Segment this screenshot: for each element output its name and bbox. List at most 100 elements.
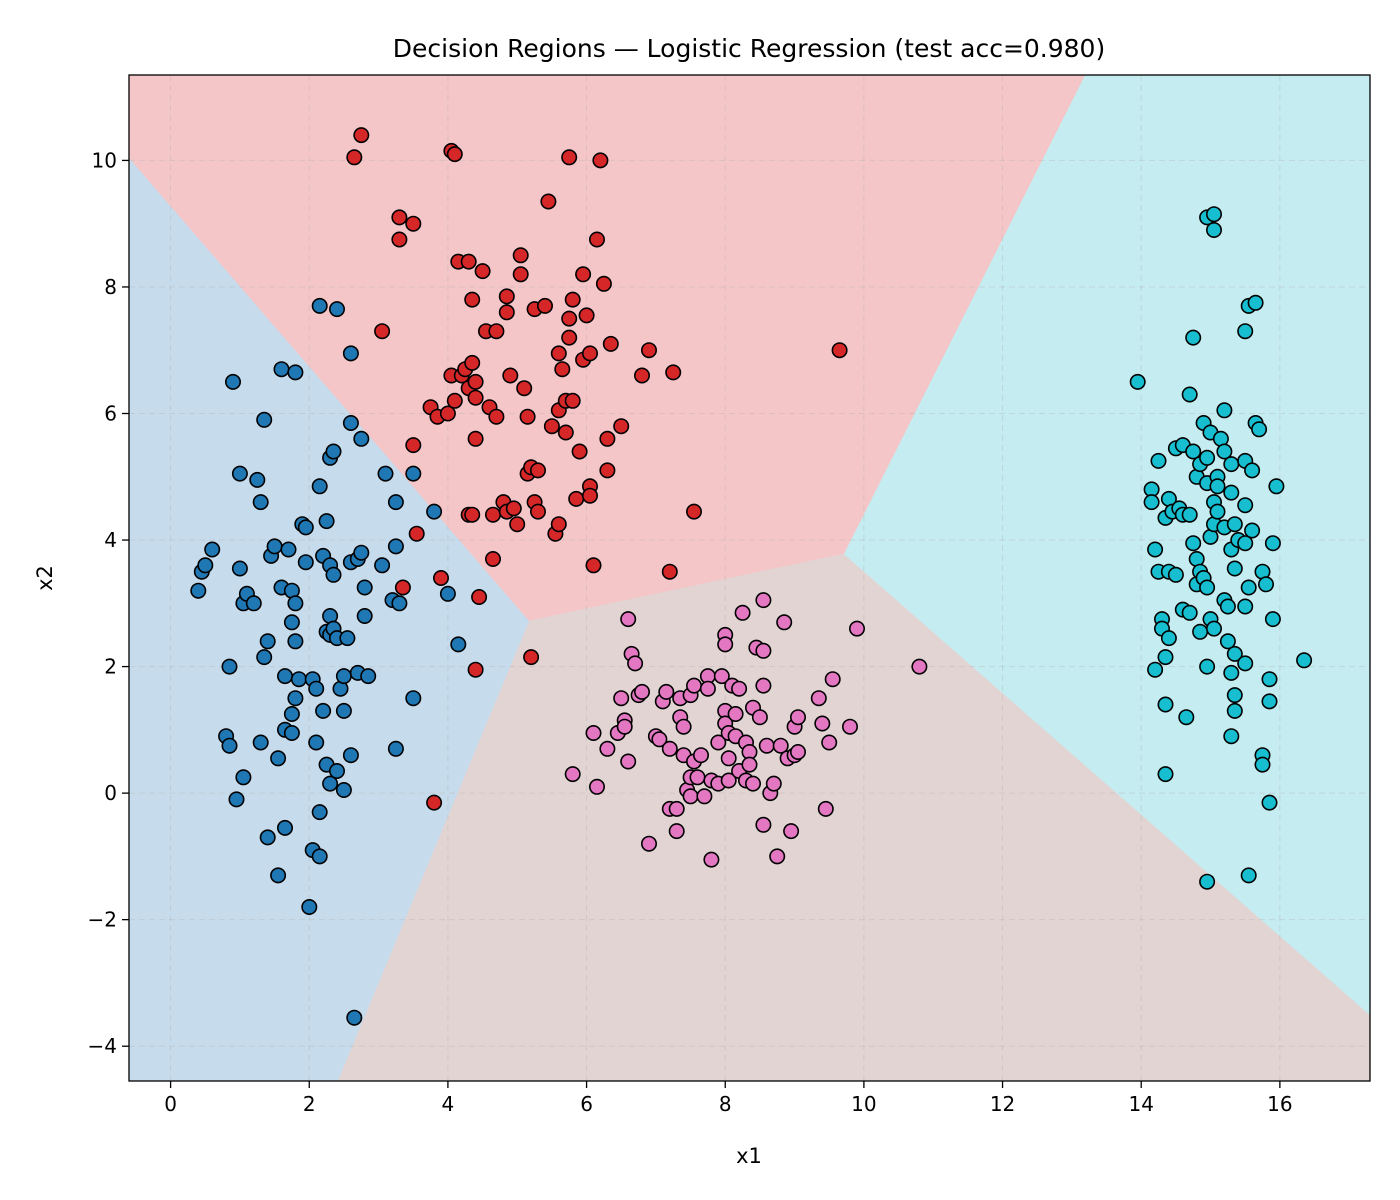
- data-point: [731, 680, 748, 697]
- data-point: [335, 668, 352, 685]
- data-point: [301, 898, 318, 915]
- data-point: [322, 775, 339, 792]
- data-point: [308, 734, 325, 751]
- data-point: [755, 816, 772, 833]
- data-point: [342, 414, 359, 431]
- data-point: [1258, 576, 1275, 593]
- data-point: [1199, 449, 1216, 466]
- data-point: [467, 661, 484, 678]
- data-point: [765, 775, 782, 792]
- data-point: [408, 525, 425, 542]
- data-point: [1237, 535, 1254, 552]
- data-point: [432, 569, 449, 586]
- data-point: [1226, 560, 1243, 577]
- data-point: [519, 408, 536, 425]
- data-point: [339, 630, 356, 647]
- data-point: [464, 291, 481, 308]
- data-point: [311, 478, 328, 495]
- data-point: [283, 614, 300, 631]
- data-point: [221, 658, 238, 675]
- data-point: [620, 753, 637, 770]
- y-tick-label: 10: [92, 148, 117, 172]
- data-point: [439, 405, 456, 422]
- data-point: [405, 437, 422, 454]
- data-point: [252, 734, 269, 751]
- data-point: [1178, 709, 1195, 726]
- data-point: [1223, 456, 1240, 473]
- data-point: [498, 304, 515, 321]
- x-tick-label: 12: [990, 1092, 1015, 1116]
- data-point: [488, 323, 505, 340]
- data-point: [561, 329, 578, 346]
- data-point: [391, 595, 408, 612]
- data-point: [1264, 535, 1281, 552]
- region-cyan: [843, 75, 1370, 1016]
- data-point: [221, 737, 238, 754]
- data-point: [1129, 373, 1146, 390]
- data-point: [685, 677, 702, 694]
- x-tick-label: 4: [442, 1092, 455, 1116]
- data-point: [1147, 661, 1164, 678]
- data-point: [498, 288, 515, 305]
- data-point: [471, 588, 488, 605]
- x-tick-label: 10: [851, 1092, 876, 1116]
- data-point: [377, 465, 394, 482]
- data-point: [297, 519, 314, 536]
- data-point: [772, 737, 789, 754]
- data-point: [758, 737, 775, 754]
- data-point: [335, 781, 352, 798]
- data-point: [1264, 611, 1281, 628]
- data-point: [1185, 443, 1202, 460]
- data-point: [426, 503, 443, 520]
- data-point: [1216, 443, 1233, 460]
- data-point: [1237, 497, 1254, 514]
- x-axis-ticks: 0 2 4 6 8 10 12 14 16: [164, 1081, 1293, 1116]
- data-point: [1240, 579, 1257, 596]
- data-point: [1199, 873, 1216, 890]
- data-point: [287, 595, 304, 612]
- data-point: [325, 566, 342, 583]
- data-point: [315, 702, 332, 719]
- data-point: [703, 851, 720, 868]
- data-point: [599, 430, 616, 447]
- data-point: [512, 266, 529, 283]
- data-point: [602, 335, 619, 352]
- data-point: [228, 791, 245, 808]
- data-point: [1223, 728, 1240, 745]
- data-point: [346, 149, 363, 166]
- y-tick-label: 2: [104, 655, 117, 679]
- data-point: [665, 364, 682, 381]
- data-point: [287, 364, 304, 381]
- data-point: [249, 471, 266, 488]
- data-point: [1247, 294, 1264, 311]
- data-point: [776, 614, 793, 631]
- data-point: [536, 297, 553, 314]
- data-point: [550, 516, 567, 533]
- data-point: [1192, 623, 1209, 640]
- data-point: [464, 354, 481, 371]
- data-point: [512, 247, 529, 264]
- data-point: [689, 769, 706, 786]
- data-point: [374, 323, 391, 340]
- data-point: [1143, 494, 1160, 511]
- data-point: [356, 579, 373, 596]
- data-point: [1237, 323, 1254, 340]
- data-point: [1237, 655, 1254, 672]
- data-point: [446, 146, 463, 163]
- data-point: [554, 361, 571, 378]
- data-point: [588, 231, 605, 248]
- data-point: [1261, 693, 1278, 710]
- x-axis-label: x1: [736, 1144, 762, 1168]
- data-point: [831, 342, 848, 359]
- data-point: [755, 642, 772, 659]
- data-point: [769, 848, 786, 865]
- data-point: [720, 772, 737, 789]
- data-point: [311, 804, 328, 821]
- data-point: [245, 595, 262, 612]
- data-point: [342, 747, 359, 764]
- data-point: [283, 724, 300, 741]
- data-point: [1226, 645, 1243, 662]
- data-point: [578, 307, 595, 324]
- data-point: [1181, 506, 1198, 523]
- data-point: [276, 819, 293, 836]
